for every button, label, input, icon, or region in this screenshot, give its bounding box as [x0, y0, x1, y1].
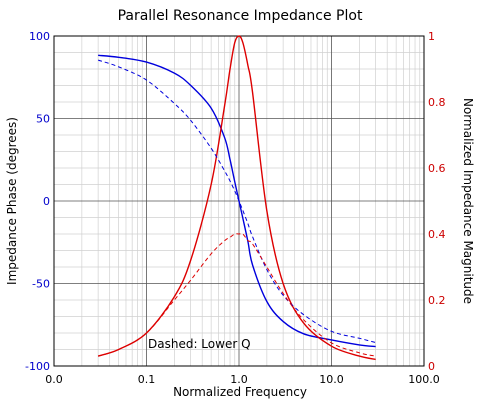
- x-tick-label: 10.0: [319, 373, 344, 386]
- chart-title: Parallel Resonance Impedance Plot: [118, 8, 363, 24]
- annotation-lower-q: Dashed: Lower Q: [148, 337, 251, 351]
- x-tick-label: 100.0: [408, 373, 440, 386]
- y-right-tick-label: 1: [428, 30, 435, 43]
- x-tick-label: 1.0: [230, 373, 248, 386]
- y-left-tick-label: -50: [32, 278, 50, 291]
- x-tick-label: 0.1: [138, 373, 156, 386]
- x-tick-label: 0.0: [45, 373, 63, 386]
- y-left-axis-label: Impedance Phase (degrees): [5, 117, 19, 285]
- y-right-tick-label: 0: [428, 360, 435, 373]
- y-left-tick-label: 50: [36, 113, 50, 126]
- y-right-tick-label: 0.8: [428, 96, 446, 109]
- magnitude-line-dashed: [97, 233, 376, 357]
- x-axis-label: Normalized Frequency: [173, 385, 307, 399]
- y-right-tick-label: 0.6: [428, 162, 446, 175]
- y-left-tick-label: 0: [43, 195, 50, 208]
- y-left-tick-label: -100: [25, 360, 50, 373]
- plot-lines: [97, 35, 376, 361]
- right-tick-labels: 0 0.2 0.4 0.6 0.8 1: [428, 30, 446, 373]
- y-right-axis-label: Normalized Impedance Magnitude: [461, 98, 475, 304]
- magnitude-line-solid: [97, 35, 376, 361]
- bottom-tick-labels: 0.0 0.1 1.0 10.0 100.0: [45, 373, 440, 386]
- left-tick-labels: -100 -50 0 50 100: [25, 30, 50, 373]
- y-left-tick-label: 100: [29, 30, 50, 43]
- phase-line-dashed: [97, 59, 376, 344]
- y-right-tick-label: 0.4: [428, 228, 446, 241]
- y-right-tick-label: 0.2: [428, 294, 446, 307]
